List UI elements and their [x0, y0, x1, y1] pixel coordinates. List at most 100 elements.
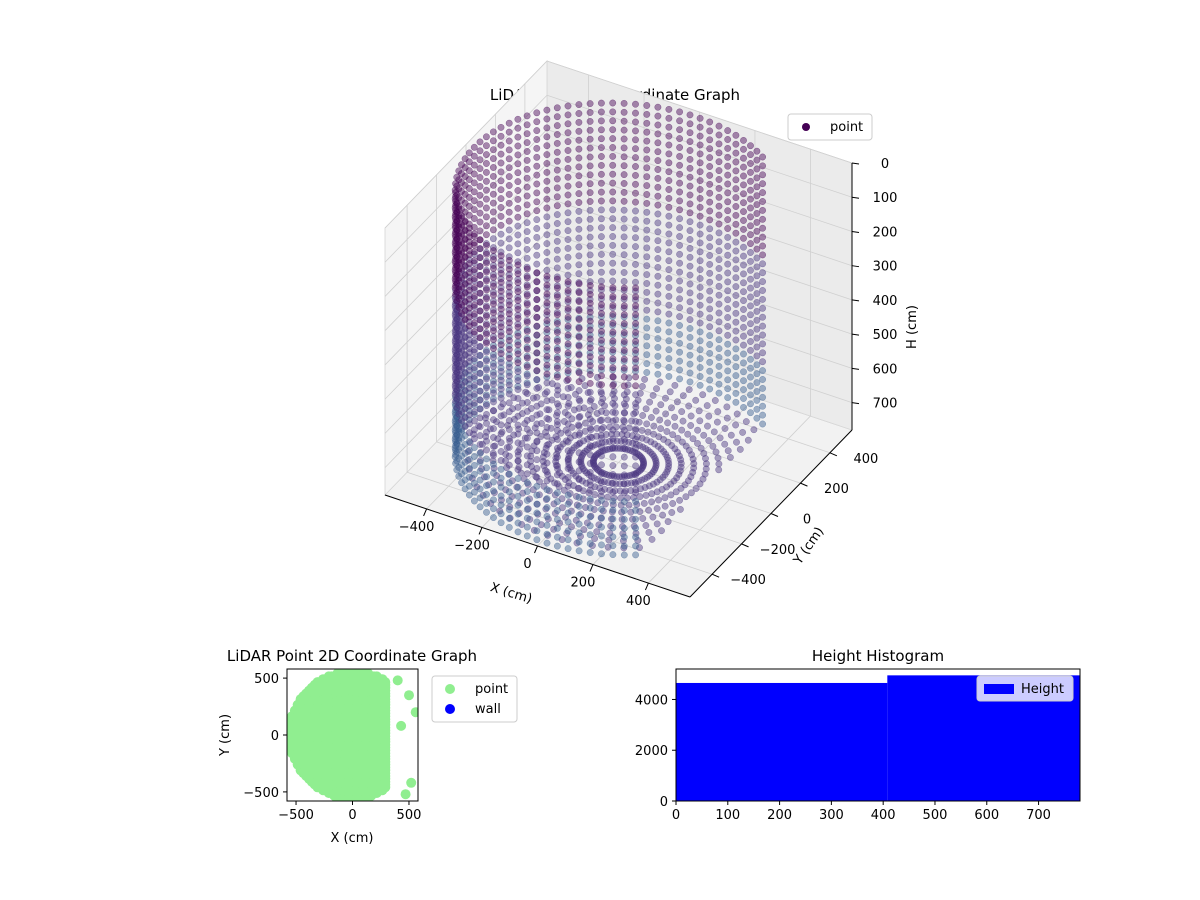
data-point-3d — [523, 326, 531, 333]
data-point-3d — [654, 148, 662, 156]
data-point-3d — [620, 364, 628, 372]
data-point-3d — [759, 376, 767, 383]
data-point-3d — [586, 442, 594, 450]
data-point-3d — [609, 170, 617, 178]
data-point-3d — [753, 210, 761, 217]
data-point-3d — [563, 377, 571, 385]
data-point-3d — [523, 139, 531, 147]
data-point-3d — [461, 236, 469, 244]
data-point-3d — [564, 322, 572, 330]
data-point-3d — [609, 152, 617, 160]
data-point-3d — [482, 346, 490, 354]
chart-3d-xlabel: X (cm) — [488, 580, 534, 607]
data-point-3d — [490, 300, 497, 308]
data-point-3d — [575, 127, 583, 135]
data-point-3d — [533, 465, 541, 472]
data-point-3d — [655, 496, 662, 504]
data-point-3d — [476, 441, 484, 448]
data-point-3d — [643, 226, 651, 234]
data-point-3d — [740, 270, 747, 278]
data-point-3d — [533, 225, 541, 232]
data-point-3d — [489, 199, 497, 207]
data-point-3d — [696, 230, 704, 238]
data-point-3d — [609, 364, 617, 372]
data-point-3d — [458, 310, 466, 318]
data-point-3d — [575, 529, 583, 537]
data-point-3d — [676, 206, 684, 214]
data-point-3d — [715, 300, 723, 308]
data-point-3d — [533, 438, 541, 446]
data-point-3d — [482, 355, 490, 363]
data-point-3d — [669, 500, 677, 507]
data-point-3d — [575, 243, 583, 251]
data-point-3d — [533, 189, 541, 197]
data-point-3d — [759, 313, 767, 321]
data-point-3d — [586, 349, 594, 357]
data-point-3d — [458, 372, 466, 380]
data-point-3d — [470, 170, 478, 178]
data-point-3d — [656, 378, 664, 386]
data-point-3d — [595, 521, 603, 529]
data-point-3d — [497, 483, 505, 491]
data-point-3d — [651, 440, 659, 448]
data-point-3d — [642, 405, 650, 413]
data-point-3d — [598, 541, 605, 549]
data-point-3d — [458, 283, 466, 291]
data-point-3d — [533, 269, 541, 277]
data-point-3d — [598, 443, 605, 451]
data-point-2d — [404, 690, 414, 701]
data-point-3d — [490, 273, 497, 281]
data-point-3d — [458, 161, 465, 169]
data-point-3d — [598, 550, 605, 558]
data-point-3d — [470, 215, 478, 222]
data-point-3d — [654, 139, 662, 147]
data-point-3d — [598, 327, 605, 335]
data-point-3d — [518, 410, 526, 418]
data-point-3d — [497, 510, 505, 518]
data-point-3d — [724, 287, 732, 295]
data-point-3d — [497, 382, 505, 389]
data-point-3d — [533, 260, 541, 268]
tick-label-x: 500 — [923, 808, 948, 823]
data-point-3d — [696, 132, 704, 140]
data-point-3d — [613, 473, 621, 481]
data-point-3d — [686, 351, 694, 359]
data-point-3d — [556, 469, 563, 477]
data-point-3d — [586, 135, 594, 143]
data-point-3d — [609, 426, 617, 434]
data-point-3d — [665, 337, 673, 345]
data-point-3d — [586, 388, 594, 396]
data-point-3d — [740, 368, 747, 376]
data-point-3d — [523, 443, 531, 451]
data-point-3d — [470, 283, 478, 291]
data-point-3d — [490, 380, 497, 388]
data-point-3d — [677, 484, 685, 492]
data-point-3d — [505, 155, 513, 163]
data-point-3d — [654, 352, 662, 360]
data-point-3d — [490, 434, 497, 441]
data-point-3d — [753, 281, 761, 289]
data-point-3d — [497, 168, 505, 176]
data-point-3d — [724, 349, 732, 357]
data-point-3d — [643, 315, 651, 323]
data-point-3d — [523, 370, 531, 378]
data-point-3d — [696, 212, 704, 220]
data-point-3d — [594, 373, 601, 381]
data-point-3d — [564, 500, 572, 508]
data-point-3d — [575, 261, 583, 269]
data-point-3d — [759, 402, 767, 410]
data-point-3d — [654, 210, 662, 218]
data-point-3d — [543, 142, 551, 150]
data-point-3d — [500, 411, 508, 419]
data-point-3d — [586, 117, 594, 125]
data-point-3d — [659, 473, 667, 481]
data-point-3d — [553, 237, 561, 245]
data-point-3d — [632, 417, 640, 425]
data-point-3d — [643, 146, 651, 154]
data-point-3d — [739, 428, 747, 436]
data-point-3d — [747, 160, 754, 167]
data-point-3d — [597, 144, 605, 152]
data-point-3d — [676, 313, 684, 321]
tick-label-x: 500 — [397, 808, 422, 823]
data-point-3d — [694, 439, 701, 447]
